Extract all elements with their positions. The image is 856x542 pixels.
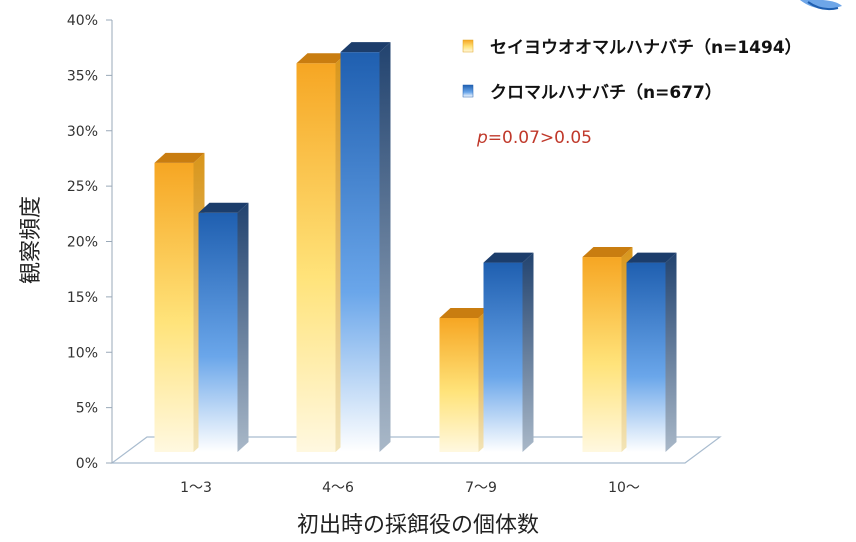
- x-axis-categories: 1〜3 4〜6 7〜9 10〜: [180, 480, 640, 496]
- bar-side-face: [665, 252, 677, 452]
- bar-top-face: [582, 247, 633, 258]
- bar-front-face: [582, 257, 622, 452]
- y-axis-label: 観察頻度: [19, 196, 44, 284]
- x-category-label: 4〜6: [322, 480, 354, 496]
- bar-top-face: [439, 307, 490, 318]
- bar-1-2: [296, 53, 347, 452]
- x-category-label: 7〜9: [465, 480, 497, 496]
- bar-2-4: [626, 252, 677, 452]
- y-tick-label: 5%: [76, 401, 98, 417]
- legend-swatch-series-1: [462, 39, 474, 53]
- y-tick-label: 35%: [67, 68, 98, 84]
- bar-front-face: [198, 212, 238, 452]
- p-value-symbol: p: [476, 128, 488, 148]
- p-value-text: =0.07>0.05: [488, 128, 592, 148]
- y-tick-label: 30%: [67, 124, 98, 140]
- corner-logo: [800, 0, 842, 11]
- bar-front-face: [296, 63, 336, 452]
- y-tick-label: 0%: [76, 456, 98, 472]
- bar-2-1: [198, 202, 249, 452]
- legend-swatch-series-2: [462, 84, 474, 98]
- x-axis-label: 初出時の採餌役の個体数: [297, 513, 539, 538]
- bar-top-face: [340, 42, 391, 53]
- bar-1-3: [439, 307, 490, 452]
- y-tick-label: 40%: [67, 13, 98, 29]
- bar-front-face: [483, 262, 523, 452]
- bar-side-face: [522, 252, 534, 452]
- bars: [154, 42, 677, 453]
- y-tick-label: 15%: [67, 290, 98, 306]
- bar-front-face: [439, 317, 479, 452]
- x-category-label: 1〜3: [180, 480, 212, 496]
- legend-label-series-2: クロマルハナバチ（n=677）: [490, 82, 722, 103]
- legend: セイヨウオオマルハナバチ（n=1494） クロマルハナバチ（n=677）: [462, 37, 802, 103]
- y-axis-ticks: 0% 5% 10% 15% 20% 25% 30% 35% 40%: [67, 13, 112, 472]
- bar-front-face: [340, 52, 380, 453]
- bar-side-face: [379, 42, 391, 453]
- bar-1-4: [582, 247, 633, 452]
- y-tick-label: 10%: [67, 345, 98, 361]
- bar-top-face: [154, 152, 205, 163]
- bar-side-face: [237, 202, 249, 452]
- bar-front-face: [626, 262, 666, 452]
- legend-label-series-1: セイヨウオオマルハナバチ（n=1494）: [490, 37, 802, 58]
- bar-2-2: [340, 42, 391, 453]
- p-value-annotation: p=0.07>0.05: [476, 128, 592, 148]
- y-tick-label: 20%: [67, 235, 98, 251]
- chart-floor: [110, 436, 722, 464]
- x-category-label: 10〜: [608, 480, 640, 496]
- y-tick-label: 25%: [67, 179, 98, 195]
- bar-1-1: [154, 152, 205, 452]
- bar-2-3: [483, 252, 534, 452]
- bar-top-face: [483, 252, 534, 263]
- bar-top-face: [198, 202, 249, 213]
- bar-front-face: [154, 162, 194, 452]
- bar-top-face: [296, 53, 347, 64]
- bar-top-face: [626, 252, 677, 263]
